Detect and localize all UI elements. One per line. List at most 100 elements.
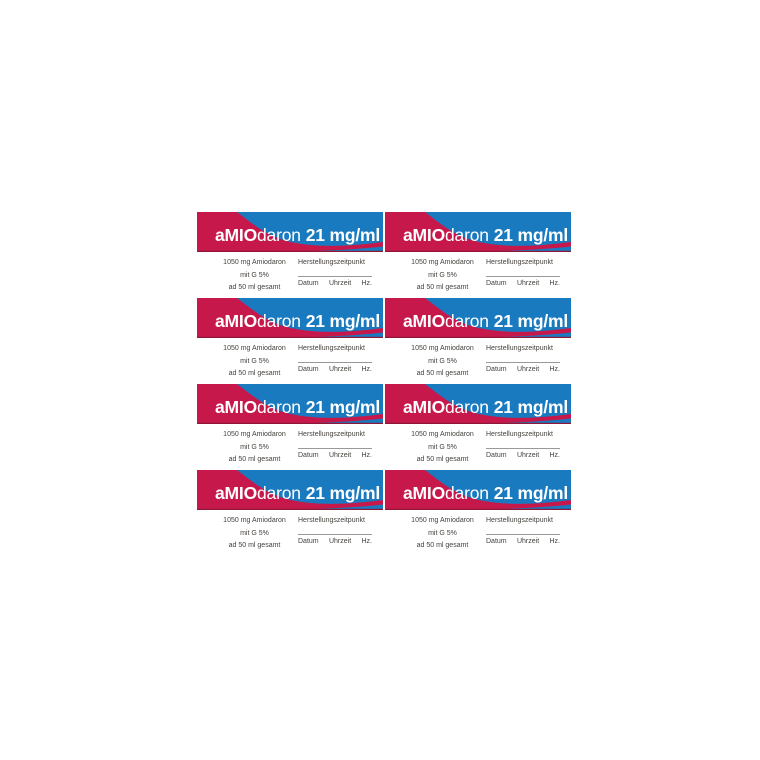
drug-title-bold-start: aMIO <box>403 482 445 503</box>
label-body: 1050 mg Amiodaron mit G 5% ad 50 ml gesa… <box>197 510 383 553</box>
preparation-heading: Herstellungszeitpunkt <box>486 517 553 524</box>
swoosh-graphic <box>197 298 383 338</box>
diluent: mit G 5% <box>428 443 457 451</box>
fill-in-fields: Datum Uhrzeit Hz. <box>486 361 561 373</box>
field-time: Uhrzeit <box>516 279 540 287</box>
drug-dose: 21 mg/ml <box>493 482 569 503</box>
drug-title-bold-start: aMIO <box>403 396 445 417</box>
field-time: Uhrzeit <box>328 365 352 373</box>
banner-bottom-edge <box>385 336 571 338</box>
field-initials: Hz. <box>549 451 561 459</box>
total-volume: ad 50 ml gesamt <box>228 284 281 291</box>
field-initials: Hz. <box>549 279 561 287</box>
drug-title: aMIO daron 21 mg/ml <box>215 384 380 424</box>
fill-in-fields: Datum Uhrzeit Hz. <box>298 361 373 373</box>
drug-title-bold-start: aMIO <box>215 396 257 417</box>
drug-title-bold-start: aMIO <box>403 310 445 331</box>
total-volume: ad 50 ml gesamt <box>416 456 469 463</box>
label-body: 1050 mg Amiodaron mit G 5% ad 50 ml gesa… <box>385 424 571 467</box>
banner-bottom-edge <box>385 422 571 424</box>
banner-red-swoosh <box>385 384 571 424</box>
label-body: 1050 mg Amiodaron mit G 5% ad 50 ml gesa… <box>197 252 383 295</box>
total-volume: ad 50 ml gesamt <box>416 542 469 549</box>
diluent: mit G 5% <box>240 357 269 365</box>
field-initials: Hz. <box>361 451 373 459</box>
ingredient-amount: 1050 mg Amiodaron <box>223 517 286 524</box>
drug-title-bold-start: aMIO <box>403 224 445 245</box>
field-date: Datum <box>486 537 507 545</box>
label-banner: aMIO daron 21 mg/ml <box>197 212 383 252</box>
ingredient-amount: 1050 mg Amiodaron <box>411 517 474 524</box>
drug-title: aMIO daron 21 mg/ml <box>215 298 380 338</box>
field-date: Datum <box>486 451 507 459</box>
field-time: Uhrzeit <box>516 451 540 459</box>
total-volume: ad 50 ml gesamt <box>416 284 469 291</box>
drug-title-regular: daron <box>257 396 301 417</box>
swoosh-graphic <box>385 298 571 338</box>
banner-red-swoosh <box>197 212 383 252</box>
label-banner: aMIO daron 21 mg/ml <box>197 384 383 424</box>
banner-bottom-edge <box>197 250 383 252</box>
composition-block: 1050 mg Amiodaron mit G 5% ad 50 ml gesa… <box>197 338 298 381</box>
swoosh-graphic <box>197 212 383 252</box>
label-body: 1050 mg Amiodaron mit G 5% ad 50 ml gesa… <box>197 338 383 381</box>
medication-label: aMIO daron 21 mg/ml 1050 mg Amiodaron mit… <box>385 384 571 467</box>
preparation-block: Herstellungszeitpunkt Datum Uhrzeit Hz. <box>486 424 571 467</box>
composition-block: 1050 mg Amiodaron mit G 5% ad 50 ml gesa… <box>385 510 486 553</box>
preparation-block: Herstellungszeitpunkt Datum Uhrzeit Hz. <box>486 338 571 381</box>
fill-in-fields: Datum Uhrzeit Hz. <box>298 275 373 287</box>
drug-title: aMIO daron 21 mg/ml <box>403 470 568 510</box>
drug-title: aMIO daron 21 mg/ml <box>215 212 380 252</box>
label-banner: aMIO daron 21 mg/ml <box>197 298 383 338</box>
field-date: Datum <box>486 279 507 287</box>
ingredient-amount: 1050 mg Amiodaron <box>411 259 474 266</box>
field-initials: Hz. <box>361 279 373 287</box>
medication-label: aMIO daron 21 mg/ml 1050 mg Amiodaron mit… <box>385 212 571 295</box>
drug-title-regular: daron <box>445 224 489 245</box>
composition-block: 1050 mg Amiodaron mit G 5% ad 50 ml gesa… <box>385 338 486 381</box>
field-time: Uhrzeit <box>328 537 352 545</box>
total-volume: ad 50 ml gesamt <box>228 542 281 549</box>
ingredient-amount: 1050 mg Amiodaron <box>411 345 474 352</box>
medication-label: aMIO daron 21 mg/ml 1050 mg Amiodaron mit… <box>197 384 383 467</box>
field-initials: Hz. <box>361 365 373 373</box>
preparation-heading: Herstellungszeitpunkt <box>486 345 553 352</box>
drug-title-regular: daron <box>257 224 301 245</box>
medication-label: aMIO daron 21 mg/ml 1050 mg Amiodaron mit… <box>197 212 383 295</box>
preparation-block: Herstellungszeitpunkt Datum Uhrzeit Hz. <box>298 252 383 295</box>
drug-title-regular: daron <box>445 310 489 331</box>
ingredient-amount: 1050 mg Amiodaron <box>223 259 286 266</box>
diluent: mit G 5% <box>240 271 269 279</box>
drug-dose: 21 mg/ml <box>305 396 381 417</box>
drug-title: aMIO daron 21 mg/ml <box>215 470 380 510</box>
swoosh-graphic <box>197 470 383 510</box>
banner-red-swoosh <box>385 470 571 510</box>
composition-block: 1050 mg Amiodaron mit G 5% ad 50 ml gesa… <box>197 252 298 295</box>
drug-dose: 21 mg/ml <box>305 482 381 503</box>
drug-title: aMIO daron 21 mg/ml <box>403 212 568 252</box>
field-date: Datum <box>298 365 319 373</box>
label-banner: aMIO daron 21 mg/ml <box>385 384 571 424</box>
field-date: Datum <box>298 537 319 545</box>
preparation-block: Herstellungszeitpunkt Datum Uhrzeit Hz. <box>486 252 571 295</box>
composition-block: 1050 mg Amiodaron mit G 5% ad 50 ml gesa… <box>197 424 298 467</box>
drug-title: aMIO daron 21 mg/ml <box>403 298 568 338</box>
field-date: Datum <box>486 365 507 373</box>
label-body: 1050 mg Amiodaron mit G 5% ad 50 ml gesa… <box>385 338 571 381</box>
field-initials: Hz. <box>549 365 561 373</box>
preparation-heading: Herstellungszeitpunkt <box>298 431 365 438</box>
drug-dose: 21 mg/ml <box>493 224 569 245</box>
drug-title: aMIO daron 21 mg/ml <box>403 384 568 424</box>
preparation-block: Herstellungszeitpunkt Datum Uhrzeit Hz. <box>298 338 383 381</box>
drug-dose: 21 mg/ml <box>305 224 381 245</box>
fill-in-fields: Datum Uhrzeit Hz. <box>298 447 373 459</box>
banner-bottom-edge <box>197 336 383 338</box>
swoosh-graphic <box>197 384 383 424</box>
medication-label: aMIO daron 21 mg/ml 1050 mg Amiodaron mit… <box>197 470 383 553</box>
field-date: Datum <box>298 451 319 459</box>
banner-red-swoosh <box>197 384 383 424</box>
banner-red-swoosh <box>197 470 383 510</box>
drug-dose: 21 mg/ml <box>493 310 569 331</box>
drug-title-regular: daron <box>257 310 301 331</box>
ingredient-amount: 1050 mg Amiodaron <box>223 431 286 438</box>
